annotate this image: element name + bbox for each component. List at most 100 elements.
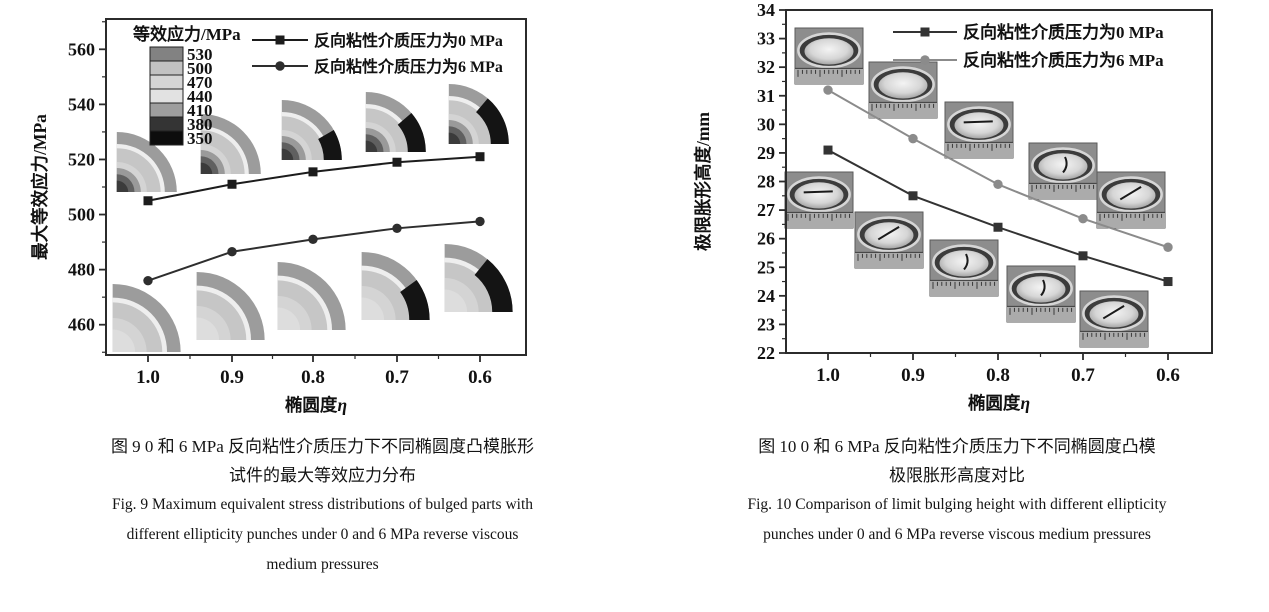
bulged-dome <box>1089 301 1139 328</box>
figure-9-caption: 图 9 0 和 6 MPa 反向粘性介质压力下不同椭圆度凸模胀形 试件的最大等效… <box>0 432 645 580</box>
crack <box>1062 156 1068 174</box>
figure-10: 22 23 24 25 26 27 28 29 30 31 32 33 34 1.0 0.9 0.8 0.7 0.… <box>645 0 1269 550</box>
circle-marker <box>143 275 153 286</box>
inset-contour <box>281 100 342 160</box>
square-marker <box>920 27 930 37</box>
circle-marker <box>1163 242 1173 252</box>
colorbar-swatch <box>149 46 184 62</box>
stress-chart: 460 480 500 520 540 560 1.0 0.9 0.8 0.7 0.6 椭圆度η 最大等… <box>30 18 527 415</box>
circle-marker <box>308 234 318 245</box>
caption-en-line: Fig. 9 Maximum equivalent stress distrib… <box>111 496 534 513</box>
colorbar-level-label: 440 <box>187 87 213 106</box>
colorbar-level-label: 530 <box>187 45 213 64</box>
y-tick-label: 24 <box>757 286 775 306</box>
inset-photo <box>1079 290 1149 348</box>
bulged-dome <box>1038 153 1088 180</box>
contour-band <box>448 132 461 144</box>
ruler-ticks <box>857 253 921 261</box>
y-tick-label: 560 <box>68 39 95 59</box>
figure-10-caption: 图 10 0 和 6 MPa 反向粘性介质压力下不同椭圆度凸模 极限胀形高度对比… <box>645 432 1269 550</box>
caption-zh-line: 图 10 0 和 6 MPa 反向粘性介质压力下不同椭圆度凸模 <box>758 437 1156 456</box>
y-tick-label: 28 <box>757 172 775 192</box>
bulged-dome <box>864 222 914 249</box>
y-tick-label: 26 <box>757 229 775 249</box>
inset-contour <box>361 252 430 320</box>
square-marker <box>308 167 318 177</box>
colorbar-swatch <box>149 74 184 90</box>
colorbar-swatch <box>149 130 184 146</box>
circle-marker <box>908 133 918 144</box>
circle-marker <box>275 61 285 71</box>
ruler-ticks <box>1099 213 1163 221</box>
circle-marker <box>1078 213 1088 224</box>
square-marker <box>275 35 285 45</box>
contour-band <box>281 148 294 160</box>
y-tick-label: 27 <box>757 200 775 220</box>
y-axis-title: 极限胀形高度/mm <box>693 112 713 251</box>
circle-marker <box>392 223 402 234</box>
bulged-dome <box>954 112 1004 139</box>
inset-contour <box>116 132 177 192</box>
bulged-dome <box>1016 276 1066 303</box>
specimen-photos <box>784 27 1166 348</box>
inset-contour <box>444 244 513 312</box>
ruler-ticks <box>787 213 851 221</box>
ruler-ticks <box>1009 307 1073 315</box>
y-tick-label: 23 <box>757 314 775 334</box>
y-tick-label: 480 <box>68 260 95 280</box>
contour-band <box>200 162 213 174</box>
contour-band <box>365 140 378 152</box>
caption-en-line: different ellipticity punches under 0 an… <box>126 526 519 543</box>
contour-band <box>196 317 220 340</box>
square-marker <box>475 152 485 162</box>
x-tick-label: 0.9 <box>220 367 244 388</box>
crack <box>803 190 833 194</box>
inset-photo <box>944 101 1014 159</box>
caption-en-line: medium pressures <box>266 556 379 573</box>
y-tick-label: 520 <box>68 149 95 169</box>
caption-zh-line: 试件的最大等效应力分布 <box>229 466 416 485</box>
legend-entry-0: 反向粘性介质压力为0 MPa <box>252 31 503 50</box>
x-tick-label: 1.0 <box>816 365 840 386</box>
crack <box>963 253 969 271</box>
inset-contour <box>196 272 265 340</box>
inset-photo <box>784 171 854 229</box>
legend-entry-1: 反向粘性介质压力为6 MPa <box>893 50 1164 70</box>
colorbar-level-label: 350 <box>187 129 213 148</box>
inset-photo <box>1006 265 1076 323</box>
figure-9: 460 480 500 520 540 560 1.0 0.9 0.8 0.7 0.6 椭圆度η 最大等… <box>0 0 645 580</box>
crack <box>1040 279 1046 297</box>
ruler-ticks <box>932 281 996 289</box>
ruler-ticks <box>871 103 935 111</box>
square-marker <box>392 157 402 167</box>
y-tick-label: 460 <box>68 315 95 335</box>
ruler-ticks <box>797 69 861 77</box>
x-tick-label: 0.7 <box>1071 365 1095 386</box>
legend-entry-1: 反向粘性介质压力为6 MPa <box>252 57 503 76</box>
x-tick-label: 0.8 <box>986 365 1010 386</box>
square-marker <box>823 145 833 155</box>
inset-photo <box>868 61 938 119</box>
contour-band <box>112 329 136 352</box>
contour-band <box>116 180 129 192</box>
crack <box>963 120 993 124</box>
contour-high-stress-zone <box>474 259 513 312</box>
circle-marker <box>993 179 1003 190</box>
inset-photo <box>929 239 999 297</box>
colorbar-swatch <box>149 102 184 118</box>
legend-label: 反向粘性介质压力为6 MPa <box>314 57 503 76</box>
bulged-dome <box>878 72 928 99</box>
inset-photo <box>854 211 924 269</box>
square-marker <box>1078 251 1088 261</box>
y-tick-label: 31 <box>757 86 775 106</box>
y-tick-label: 22 <box>757 343 775 363</box>
caption-en-line: punches under 0 and 6 MPa reverse viscou… <box>763 526 1151 543</box>
circle-marker <box>227 247 237 257</box>
ruler-ticks <box>947 143 1011 151</box>
x-tick-label: 0.7 <box>385 367 409 388</box>
bulged-dome <box>804 38 854 65</box>
x-tick-label: 0.6 <box>468 367 492 388</box>
ruler-ticks <box>1082 332 1146 340</box>
inset-photo <box>794 27 864 85</box>
colorbar-swatch <box>149 116 184 132</box>
